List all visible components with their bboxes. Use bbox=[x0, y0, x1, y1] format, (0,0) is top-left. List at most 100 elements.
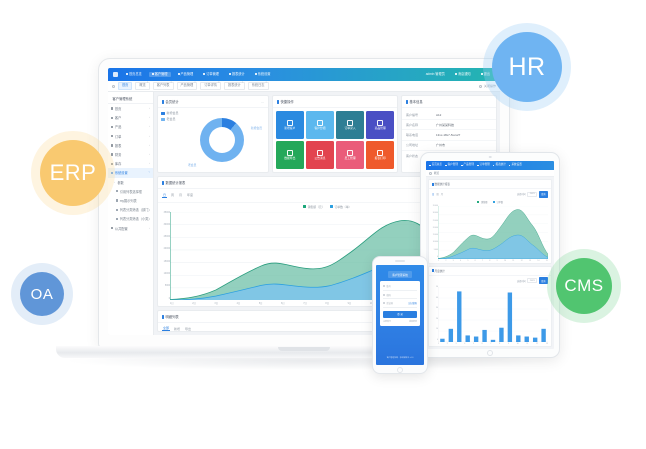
chart-tool-1[interactable]: 周 bbox=[171, 193, 175, 198]
nav-item-0[interactable]: 首页总览 bbox=[123, 72, 145, 77]
sidebar-item-2[interactable]: 产品 › bbox=[108, 122, 153, 131]
list-tool-2[interactable]: 导出 bbox=[185, 326, 192, 331]
sidebar-icon-6 bbox=[111, 162, 114, 165]
tablet-bar-query-button[interactable]: 查询 bbox=[538, 277, 548, 285]
tab-menu-icon[interactable] bbox=[478, 84, 482, 88]
tablet-date-input[interactable]: 2023 bbox=[527, 191, 538, 197]
sidebar-item-1[interactable]: 客户 › bbox=[108, 113, 153, 122]
recover-link[interactable]: 找回密码 bbox=[408, 321, 417, 324]
t-xtick-3: 4 bbox=[459, 259, 462, 262]
sidebar-item-5[interactable]: 财务 › bbox=[108, 150, 153, 159]
donut-swatch-1 bbox=[161, 117, 165, 121]
list-tool-0[interactable]: 全部 bbox=[162, 326, 171, 331]
tablet-nav-item-4[interactable]: 报表统计 bbox=[492, 164, 506, 167]
list-tool-1[interactable]: 新增 bbox=[174, 326, 181, 331]
accent-bar-icon-t1 bbox=[432, 182, 434, 186]
quick-tile-7[interactable]: 报表打印 bbox=[366, 141, 394, 169]
quick-tile-1[interactable]: 客户分组 bbox=[306, 111, 334, 139]
nav-item-3[interactable]: 订单管理 bbox=[200, 72, 222, 77]
tablet-tool-0[interactable]: 日 bbox=[432, 193, 435, 196]
chart-tool-2[interactable]: 月 bbox=[179, 193, 183, 198]
nav-item-2[interactable]: 产品管理 bbox=[175, 72, 197, 77]
tab-close-icon-2[interactable]: × bbox=[170, 81, 172, 85]
notification-label: 消息通知 bbox=[457, 71, 471, 76]
password-field[interactable]: 密码 bbox=[383, 293, 417, 299]
tablet-nav-label-1: 客户管理 bbox=[447, 163, 458, 167]
sidebar-label-12: 列表分类筛选（小类） bbox=[119, 217, 152, 222]
nav-item-1[interactable]: 客户管理 bbox=[148, 71, 171, 78]
t-ytick-7: 35000 bbox=[432, 205, 438, 207]
sidebar-item-7[interactable]: 系统设置 ˅ bbox=[108, 168, 153, 178]
tablet-tool-1[interactable]: 周 bbox=[436, 193, 439, 196]
tablet-bar-date-input[interactable]: 2023 bbox=[527, 278, 538, 284]
tablet-device: 首页总览 客户管理 产品管理 订单管理 报表统计 系统设置 概览 数据统计报表 bbox=[420, 152, 560, 358]
tablet-tool-2[interactable]: 月 bbox=[440, 193, 444, 196]
detail-key-1: 客户名称 bbox=[406, 122, 419, 127]
sidebar-item-9[interactable]: 引用列表选择框 bbox=[108, 187, 153, 196]
quick-tile-2[interactable]: 订单录入 bbox=[336, 111, 364, 139]
sidebar-item-6[interactable]: 库存 › bbox=[108, 159, 153, 168]
login-button[interactable]: 登 录 bbox=[383, 310, 417, 319]
tablet-home-button[interactable] bbox=[487, 350, 493, 356]
register-link[interactable]: 注册账号 bbox=[383, 321, 392, 324]
tablet-nav-item-3[interactable]: 订单管理 bbox=[476, 164, 490, 167]
tab-3[interactable]: 产品管理 × bbox=[176, 81, 198, 91]
area-chart-title: 数据统计报表 bbox=[165, 181, 186, 185]
tab-close-icon-6[interactable]: × bbox=[265, 81, 267, 85]
user-menu[interactable]: admin 管理员 bbox=[423, 72, 448, 77]
tab-2[interactable]: 客户列表 × bbox=[152, 81, 174, 91]
tablet-query-button[interactable]: 查询 bbox=[538, 190, 548, 198]
sidebar-item-8[interactable]: › 参数 bbox=[108, 178, 153, 187]
sidebar-item-13[interactable]: 公共配置 › bbox=[108, 223, 153, 232]
tab-4[interactable]: 订单详情 × bbox=[200, 81, 221, 91]
chevron-down-icon-7: ˅ bbox=[148, 171, 150, 175]
quick-tile-0[interactable]: 新增客户 bbox=[276, 111, 304, 139]
account-field[interactable]: 账号 bbox=[383, 284, 417, 291]
sidebar-item-0[interactable]: 首页 › bbox=[108, 104, 153, 113]
t-xtick-14: 15 bbox=[545, 259, 548, 262]
quick-tile-3[interactable]: 商品管理 bbox=[366, 111, 394, 139]
tablet-nav-item-0[interactable]: 首页总览 bbox=[429, 164, 442, 167]
sidebar-item-3[interactable]: 订单 › bbox=[108, 132, 153, 141]
tablet-tab-label[interactable]: 概览 bbox=[434, 172, 440, 175]
tablet-nav-item-1[interactable]: 客户管理 bbox=[444, 163, 458, 167]
chevron-right-icon-5: › bbox=[149, 153, 150, 157]
forgot-password-link[interactable]: 忘记密码 bbox=[408, 303, 417, 305]
tab-close-icon-5[interactable]: × bbox=[241, 81, 244, 85]
chart-tool-0[interactable]: 日 bbox=[162, 192, 168, 198]
notification-button[interactable]: 消息通知 bbox=[452, 72, 474, 77]
ytick-4: 20000 bbox=[163, 248, 170, 251]
home-icon[interactable] bbox=[112, 84, 115, 88]
captcha-field[interactable]: 验证码 忘记密码 bbox=[383, 301, 417, 308]
password-field-label: 密码 bbox=[386, 294, 391, 297]
tab-close-icon-3[interactable]: × bbox=[194, 81, 196, 85]
badge-hr-label: HR bbox=[508, 52, 546, 81]
nav-item-4[interactable]: 报表统计 bbox=[226, 72, 248, 77]
quick-tile-4[interactable]: 数据导出 bbox=[276, 141, 304, 169]
sidebar-item-12[interactable]: 列表分类筛选（小类） bbox=[108, 214, 153, 223]
more-icon[interactable]: ⋯ bbox=[261, 99, 264, 104]
phone-home-button[interactable] bbox=[397, 366, 403, 373]
sidebar-item-11[interactable]: 列表分类筛选（部门） bbox=[108, 205, 153, 214]
nav-label-1: 客户管理 bbox=[154, 71, 168, 76]
nav-item-5[interactable]: 系统设置 bbox=[252, 72, 274, 77]
detail-value-1: 广州某某科技 bbox=[436, 122, 455, 127]
tab-close-icon-4[interactable]: × bbox=[217, 81, 220, 85]
tab-6[interactable]: 系统日志 × bbox=[247, 81, 269, 91]
tab-5[interactable]: 报表统计 × bbox=[224, 81, 245, 91]
quick-tile-6[interactable]: 员工管理 bbox=[336, 141, 364, 169]
tab-0[interactable]: 首页 bbox=[118, 81, 133, 91]
tablet-area-xaxis: 1 2 3 4 5 6 7 8 9 10 11 bbox=[438, 259, 548, 263]
tablet-home-icon[interactable] bbox=[429, 171, 432, 175]
tab-close-icon-1[interactable]: × bbox=[146, 81, 149, 85]
quick-tile-label-6: 员工管理 bbox=[344, 156, 356, 161]
tabbar-right[interactable]: 关闭操作 bbox=[478, 84, 496, 88]
tablet-nav-item-5[interactable]: 系统设置 bbox=[508, 164, 522, 167]
quick-tile-5[interactable]: 公告消息 bbox=[306, 141, 334, 169]
logout-button[interactable]: 退出 bbox=[478, 72, 493, 77]
chart-tool-3[interactable]: 年度 bbox=[187, 193, 194, 198]
sidebar-item-4[interactable]: 报表 › bbox=[108, 141, 153, 150]
tab-1[interactable]: 概览 × bbox=[135, 81, 150, 91]
tablet-nav-item-2[interactable]: 产品管理 bbox=[460, 164, 474, 167]
sidebar-item-10[interactable]: my展示列表 bbox=[108, 196, 153, 205]
